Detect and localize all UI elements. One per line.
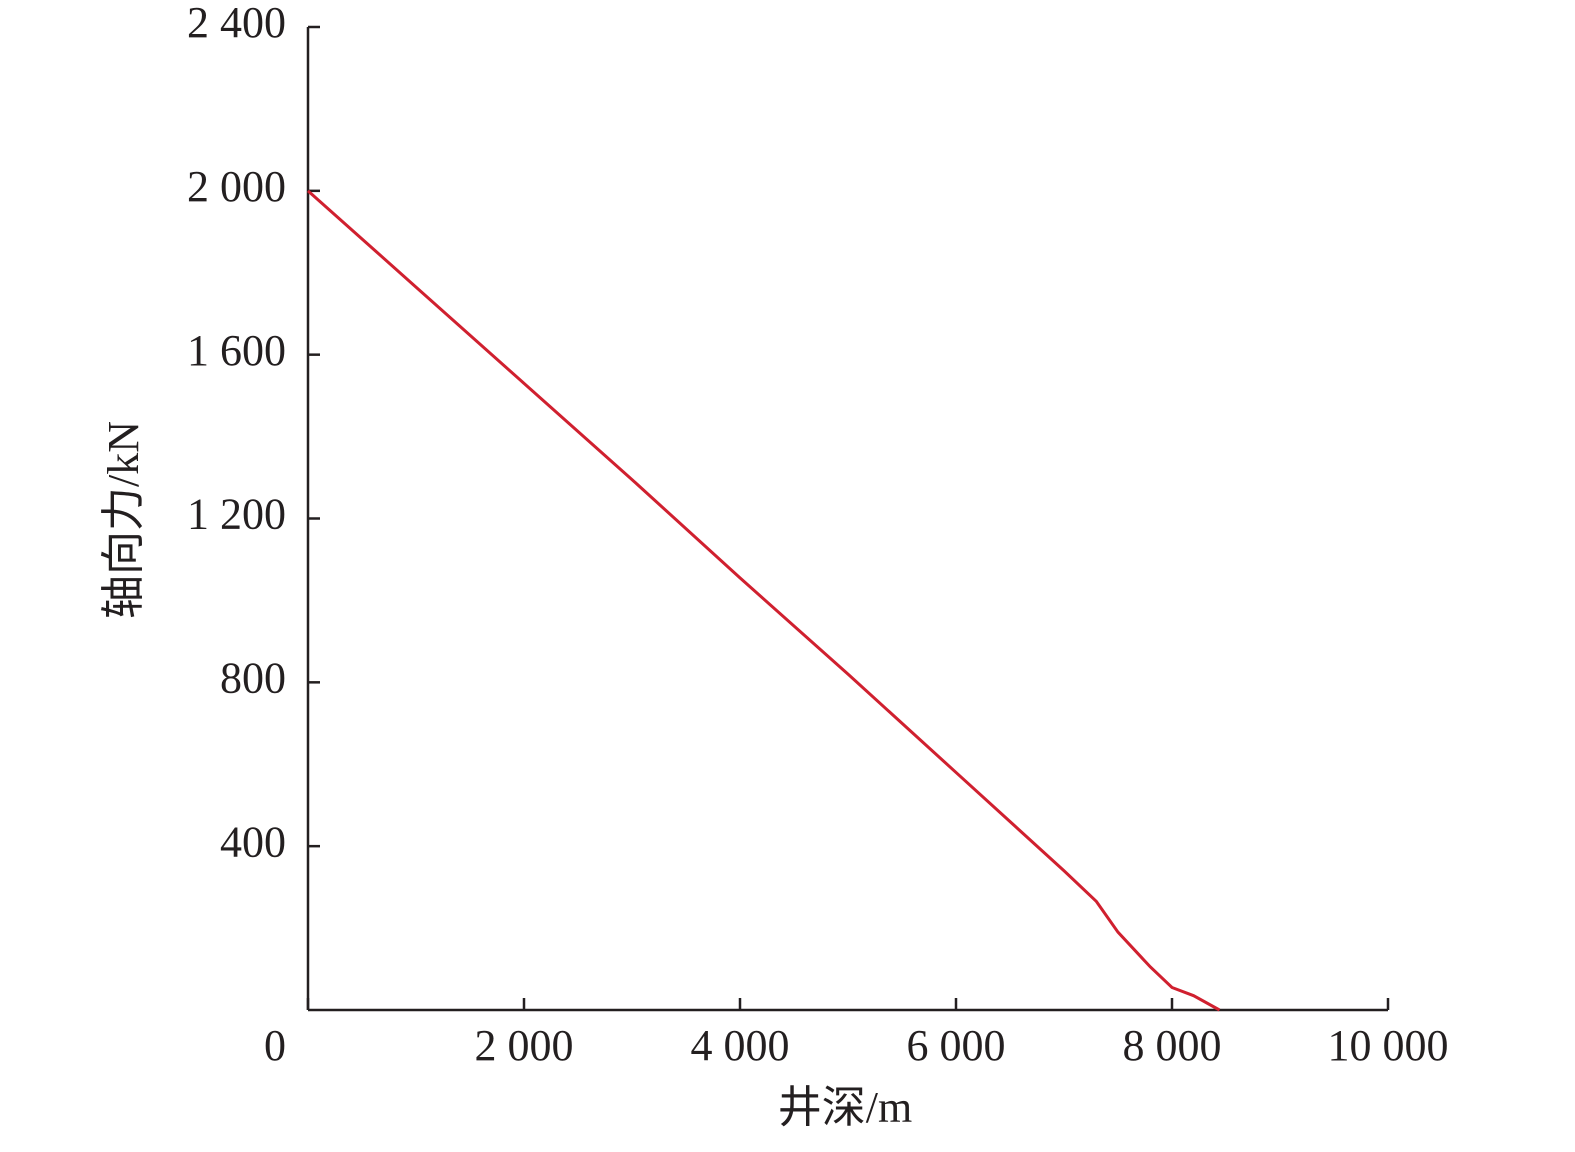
x-axis-title: 井深/m [778, 1083, 912, 1132]
x-tick-label: 2 000 [475, 1021, 574, 1070]
y-tick-label: 2 400 [187, 0, 286, 47]
y-tick-label: 1 600 [187, 326, 286, 375]
x-tick-label: 4 000 [691, 1021, 790, 1070]
y-tick-label: 1 200 [187, 490, 286, 539]
x-tick-label: 0 [264, 1021, 286, 1070]
y-axis-title: 轴向力/kN [99, 421, 148, 619]
x-tick-label: 8 000 [1123, 1021, 1222, 1070]
data-line [307, 189, 1221, 1012]
y-tick-label: 800 [220, 653, 286, 702]
x-tick-label: 6 000 [907, 1021, 1006, 1070]
y-tick-label: 2 000 [187, 162, 286, 211]
x-tick-label: 10 000 [1328, 1021, 1449, 1070]
y-tick-label: 400 [220, 817, 286, 866]
